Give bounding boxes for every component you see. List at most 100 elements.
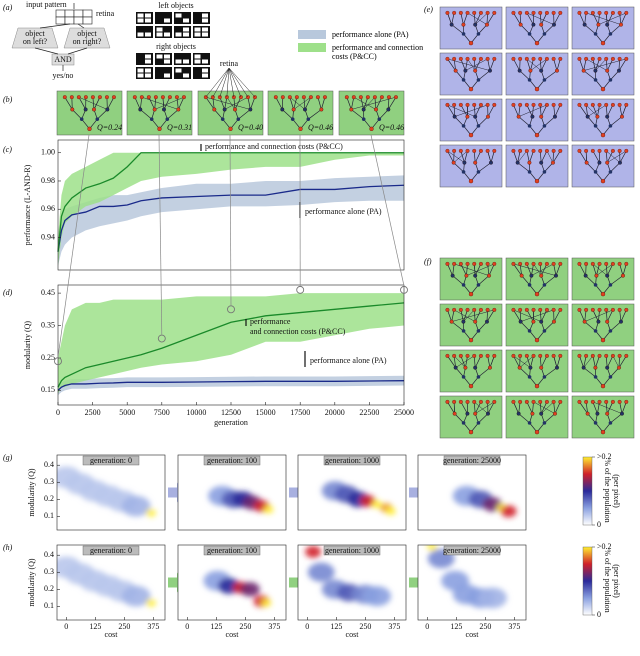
edge [526, 401, 533, 414]
node [452, 399, 457, 404]
edge [619, 401, 623, 414]
node [584, 148, 589, 153]
node [379, 95, 384, 100]
edge [530, 355, 534, 368]
node [590, 148, 595, 153]
node [551, 160, 555, 165]
node [542, 329, 547, 333]
edge [606, 58, 614, 71]
edge [452, 263, 455, 276]
edge [553, 263, 557, 276]
edge [610, 24, 622, 35]
x-axis-label: cost [226, 630, 240, 639]
edge [486, 12, 495, 25]
node [468, 178, 474, 184]
edge [539, 401, 542, 414]
x-tick-label: 7500 [154, 408, 170, 417]
object-cell [202, 18, 208, 23]
node [539, 365, 544, 370]
node [531, 399, 536, 404]
node [461, 124, 466, 128]
schematic-text: on right? [73, 37, 102, 46]
retina-cell [55, 9, 66, 18]
y-tick-label: 0.3 [44, 477, 54, 486]
node [473, 273, 478, 278]
node [617, 365, 621, 370]
object-cell [183, 59, 189, 64]
edge [605, 12, 608, 25]
panel-label: (c) [3, 145, 12, 154]
node [584, 102, 589, 107]
node [624, 261, 629, 266]
node [445, 353, 450, 358]
edge [489, 58, 495, 71]
edge [473, 104, 476, 117]
node [610, 56, 615, 61]
object-cell [183, 18, 189, 23]
node [590, 261, 595, 266]
schematic-text: AND [54, 55, 72, 64]
edge [163, 97, 171, 110]
density-blob [146, 598, 157, 607]
node [524, 307, 529, 312]
node [542, 32, 547, 36]
node [604, 56, 609, 61]
node [70, 107, 75, 112]
node [593, 124, 598, 128]
modularity-label: Q=0.40 [238, 123, 263, 132]
band [58, 375, 404, 396]
node [461, 319, 466, 324]
edge [584, 321, 596, 332]
node [476, 170, 481, 174]
node [531, 56, 536, 61]
annotation: performance alone (PA) [310, 356, 387, 365]
edge [540, 401, 548, 414]
node [449, 22, 454, 27]
node [604, 102, 609, 107]
edge [453, 355, 466, 368]
node [105, 107, 110, 112]
node [604, 307, 609, 312]
retina-cell [64, 9, 75, 18]
node [608, 170, 613, 174]
network [505, 144, 569, 188]
edge [518, 401, 521, 414]
node [445, 307, 450, 312]
legend: performance alone (PA) performance and co… [298, 30, 433, 65]
node [160, 95, 165, 100]
object-cell [156, 27, 163, 32]
node [92, 107, 96, 112]
node [605, 273, 610, 278]
decision [63, 27, 111, 49]
node [605, 319, 610, 324]
edge [460, 58, 466, 71]
node [468, 429, 474, 435]
edge [610, 413, 623, 424]
edge [583, 58, 627, 71]
edge [579, 401, 588, 414]
node [476, 32, 481, 36]
edge [447, 401, 455, 414]
y-tick-label: 0.4 [44, 550, 54, 559]
edge [606, 150, 621, 163]
edge [375, 97, 383, 110]
panel-title: generation: 100 [207, 456, 257, 465]
node [452, 411, 457, 416]
object-cell [194, 59, 201, 64]
edge [353, 96, 377, 110]
edge [518, 413, 530, 424]
node [445, 148, 450, 153]
node [511, 148, 516, 153]
node [361, 117, 366, 121]
node [595, 114, 600, 119]
edge [473, 309, 476, 322]
edge [526, 12, 534, 25]
object-cell [175, 59, 182, 64]
node [620, 114, 624, 119]
node [472, 307, 477, 312]
edge [454, 309, 476, 322]
node [597, 353, 602, 358]
object-cell [137, 73, 144, 78]
object-cell [164, 59, 170, 64]
edge [486, 12, 488, 25]
